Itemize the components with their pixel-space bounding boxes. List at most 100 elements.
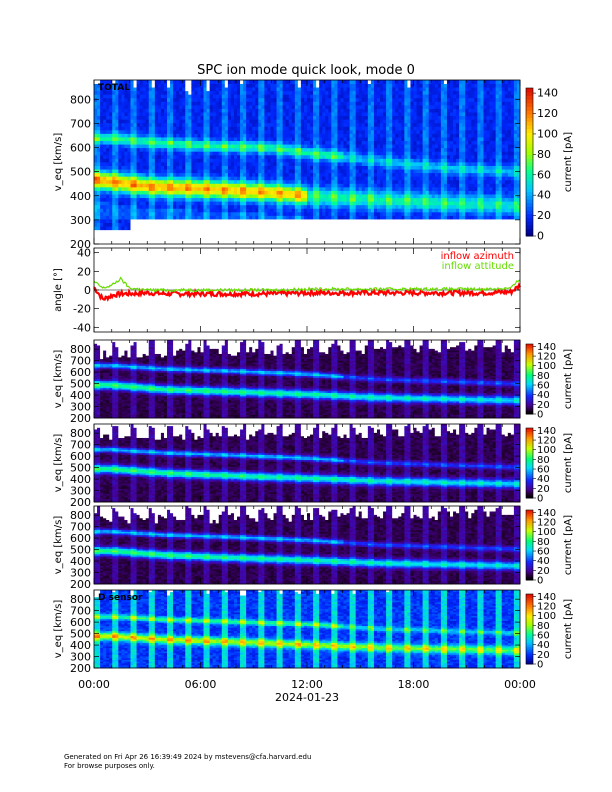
heatmap-cell — [100, 179, 104, 184]
heatmap-cell — [282, 211, 287, 216]
heatmap-cell — [416, 158, 420, 163]
heatmap-cell — [185, 179, 189, 184]
heatmap-cell — [310, 172, 314, 177]
heatmap-cell — [209, 122, 214, 127]
heatmap-cell — [361, 186, 366, 191]
heatmap-cell — [112, 194, 116, 199]
heatmap-cell — [200, 208, 204, 213]
heatmap-cell — [154, 133, 159, 138]
heatmap-cell — [130, 151, 134, 156]
heatmap-cell — [243, 97, 247, 102]
heatmap-cell — [240, 208, 244, 213]
heatmap-cell — [322, 140, 326, 145]
heatmap-cell — [139, 215, 144, 220]
heatmap-cell — [103, 122, 107, 127]
heatmap-cell — [297, 140, 302, 145]
heatmap-cell — [215, 97, 220, 102]
heatmap-cell — [240, 179, 244, 184]
heatmap-cell — [413, 133, 417, 138]
heatmap-cell — [139, 108, 144, 113]
heatmap-cell — [334, 194, 338, 199]
heatmap-cell — [303, 115, 308, 120]
heatmap-cell — [404, 101, 408, 106]
heatmap-cell — [191, 229, 195, 234]
heatmap-cell — [319, 154, 323, 159]
heatmap-cell — [267, 211, 271, 216]
heatmap-cell — [307, 90, 311, 95]
heatmap-cell — [331, 165, 335, 170]
heatmap-cell — [337, 165, 341, 170]
heatmap-cell — [145, 226, 150, 231]
heatmap-cell — [316, 219, 320, 224]
heatmap-cell — [376, 80, 381, 84]
heatmap-cell — [173, 104, 177, 109]
heatmap-cell — [395, 129, 399, 134]
heatmap-cell — [346, 233, 350, 238]
heatmap-cell — [373, 140, 378, 145]
heatmap-cell — [276, 97, 281, 102]
heatmap-cell — [200, 162, 204, 166]
heatmap-cell — [273, 240, 277, 245]
heatmap-cell — [106, 162, 110, 166]
heatmap-cell — [182, 194, 186, 199]
heatmap-cell — [373, 233, 378, 238]
heatmap-cell — [364, 119, 369, 124]
heatmap-cell — [352, 87, 357, 92]
heatmap-cell — [240, 240, 244, 245]
heatmap-cell — [118, 158, 122, 163]
heatmap-cell — [124, 197, 128, 202]
heatmap-cell — [249, 233, 253, 238]
heatmap-cell — [106, 211, 110, 216]
heatmap-cell — [124, 233, 128, 238]
heatmap-cell — [401, 194, 405, 199]
heatmap-cell — [142, 87, 147, 92]
heatmap-cell — [160, 133, 165, 138]
heatmap-cell — [294, 126, 299, 131]
heatmap-cell — [103, 186, 107, 191]
heatmap-cell — [136, 172, 141, 177]
heatmap-cell — [148, 226, 153, 231]
heatmap-cell — [182, 176, 186, 181]
heatmap-cell — [176, 122, 180, 127]
heatmap-cell — [380, 190, 384, 195]
heatmap-cell — [173, 94, 177, 99]
heatmap-cell — [297, 87, 302, 92]
heatmap-cell — [276, 126, 281, 131]
heatmap-cell — [170, 194, 174, 199]
heatmap-cell — [291, 94, 296, 99]
heatmap-cell — [395, 190, 399, 195]
heatmap-cell — [237, 172, 241, 177]
heatmap-cell — [337, 87, 341, 92]
heatmap-cell — [197, 119, 201, 124]
heatmap-cell — [352, 112, 357, 117]
heatmap-cell — [325, 162, 329, 166]
heatmap-cell — [176, 204, 180, 209]
heatmap-cell — [170, 222, 174, 227]
heatmap-cell — [252, 186, 256, 191]
heatmap-cell — [261, 176, 265, 181]
heatmap-cell — [246, 129, 250, 134]
heatmap-cell — [273, 229, 277, 234]
heatmap-cell — [127, 226, 131, 231]
heatmap-cell — [191, 119, 195, 124]
heatmap-cell — [261, 87, 265, 92]
heatmap-cell — [154, 119, 159, 124]
heatmap-cell — [380, 211, 384, 216]
heatmap-cell — [237, 190, 241, 195]
heatmap-cell — [246, 197, 250, 202]
heatmap-cell — [130, 229, 134, 234]
heatmap-cell — [218, 186, 223, 191]
heatmap-cell — [334, 112, 338, 117]
heatmap-cell — [352, 240, 357, 245]
heatmap-cell — [246, 190, 250, 195]
heatmap-cell — [115, 97, 119, 102]
heatmap-cell — [115, 172, 119, 177]
heatmap-cell — [194, 179, 198, 184]
heatmap-cell — [383, 122, 387, 127]
heatmap-cell — [255, 151, 259, 156]
heatmap-cell — [163, 211, 168, 216]
heatmap-cell — [288, 87, 293, 92]
heatmap-cell — [200, 108, 204, 113]
heatmap-cell — [255, 94, 259, 99]
heatmap-cell — [416, 90, 420, 95]
